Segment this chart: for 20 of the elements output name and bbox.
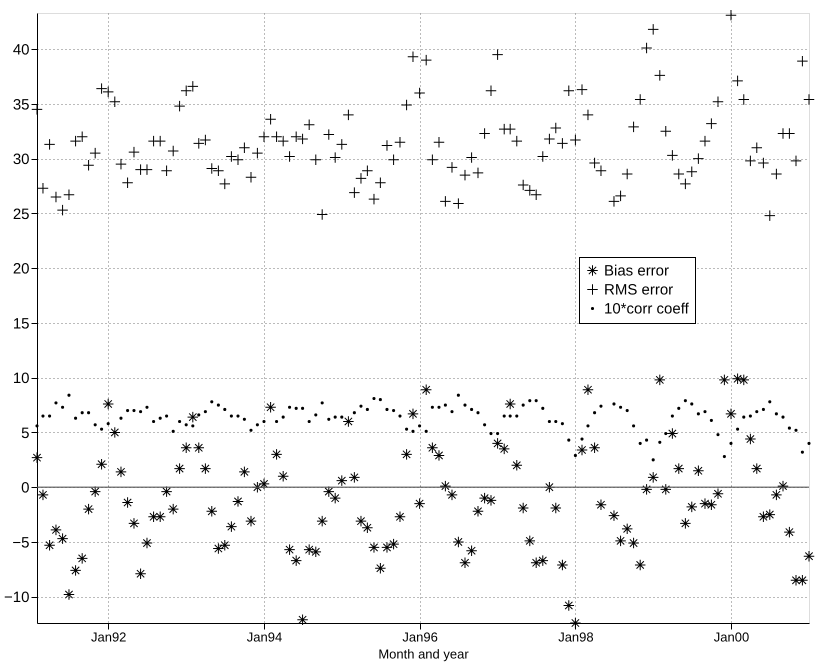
legend-label: 10*corr coeff [604, 300, 690, 318]
y-tick-label: 0 [21, 480, 30, 497]
y-tick-label: 30 [12, 151, 30, 168]
x-tick-label: Jan00 [714, 630, 750, 644]
legend-label: RMS error [604, 282, 674, 298]
y-tick-label: 25 [12, 206, 30, 223]
y-tick-label: 5 [21, 424, 30, 442]
x-tick-label: Jan92 [90, 630, 126, 644]
y-tick-label: 40 [12, 42, 30, 59]
y-tick-label: −10 [4, 589, 30, 606]
y-tick-label: 35 [12, 96, 30, 114]
x-tick-label: Jan94 [246, 630, 282, 644]
y-tick-label: 20 [12, 260, 30, 278]
x-tick-label: Jan96 [402, 630, 438, 644]
y-tick-label: 15 [12, 315, 30, 332]
x-tick-label: Jan98 [558, 630, 594, 644]
y-tick-label: 10 [12, 370, 30, 388]
legend-label: Bias error [604, 262, 670, 280]
y-tick-label: −5 [12, 534, 30, 552]
x-axis-title: Month and year [378, 646, 470, 662]
